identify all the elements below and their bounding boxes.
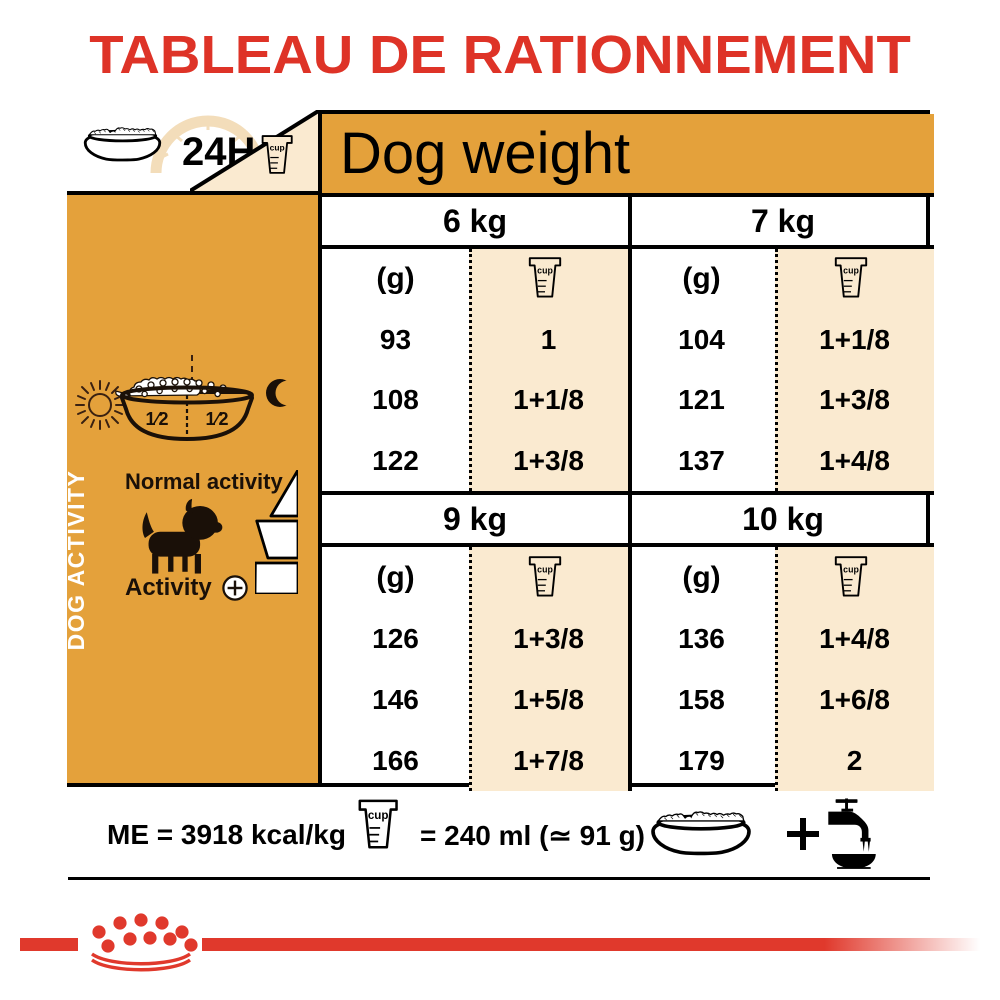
svg-text:cup: cup [368, 809, 389, 822]
